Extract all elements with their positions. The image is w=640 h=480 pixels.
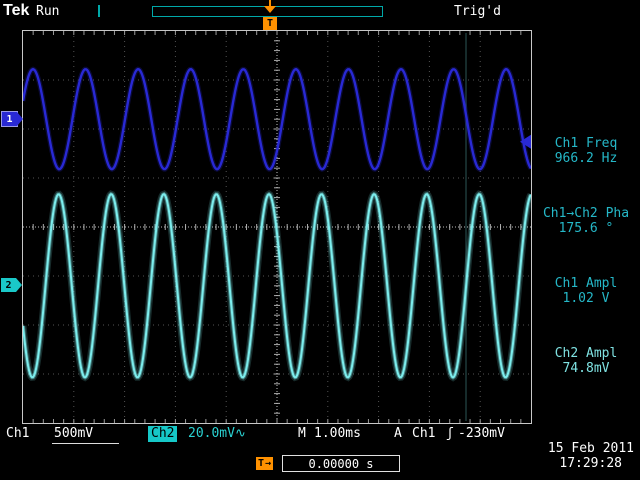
measurement-value: 175.6 °	[558, 221, 614, 236]
trigger-mode-label: A	[394, 426, 402, 441]
trigger-time-flag: T →	[256, 457, 274, 470]
measurement-label: Ch1 Ampl	[554, 276, 618, 291]
trigger-level-marker	[520, 134, 531, 149]
trigger-slope-icon: ʃ	[446, 426, 454, 441]
record-view-start-tick	[98, 5, 100, 17]
measurement-ch1-freq: Ch1 Freq 966.2 Hz	[534, 136, 638, 166]
measurement-ch1-ampl: Ch1 Ampl 1.02 V	[534, 276, 638, 306]
tek-logo: Tek	[3, 2, 30, 19]
ch1-scale-readout: 500mV	[52, 426, 120, 444]
trigger-t-flag: T	[263, 17, 277, 30]
trigger-time-readout: 0.00000 s	[282, 455, 400, 472]
acquisition-status: Run	[36, 4, 60, 19]
measurement-ch1-ch2-phase: Ch1→Ch2 Pha 175.6 °	[534, 206, 638, 236]
measurement-label: Ch1 Freq	[554, 136, 618, 151]
ch2-scale-value: 20.0mV	[188, 426, 235, 441]
ch2-position-marker: 2	[1, 278, 22, 292]
ch2-waveform	[22, 193, 532, 379]
ac-coupling-icon: ∿	[234, 426, 246, 441]
ch1-label: Ch1	[6, 426, 30, 441]
trigger-arrow-head	[264, 6, 276, 13]
ch2-scale-readout: 20.0mV∿	[188, 426, 246, 441]
waveform-display	[19, 31, 535, 423]
measurement-value: 966.2 Hz	[554, 151, 618, 166]
ch1-position-marker: 1	[1, 111, 23, 127]
ch1-waveform	[21, 67, 532, 171]
timebase-readout: 1.00ms	[314, 426, 361, 441]
trigger-position-arrow-icon	[264, 0, 276, 13]
trigger-source-readout: Ch1	[412, 426, 436, 441]
measurement-label: Ch2 Ampl	[554, 346, 618, 361]
measurement-ch2-ampl: Ch2 Ampl 74.8mV	[534, 346, 638, 376]
trigger-arrow-stem	[269, 0, 271, 6]
measurement-label: Ch1→Ch2 Pha	[542, 206, 630, 221]
date-display: 15 Feb 2011	[547, 441, 634, 456]
trigger-level-readout: -230mV	[458, 426, 505, 441]
trigger-time-flag-label: T	[258, 458, 265, 469]
trigger-status: Trig'd	[454, 4, 501, 19]
graticule	[19, 30, 535, 424]
measurement-value: 74.8mV	[562, 361, 610, 376]
measurement-value: 1.02 V	[562, 291, 610, 306]
right-arrow-icon: →	[265, 458, 272, 469]
timebase-label: M	[298, 426, 306, 441]
time-display: 17:29:28	[559, 456, 622, 471]
ch2-label-badge: Ch2	[148, 426, 178, 442]
